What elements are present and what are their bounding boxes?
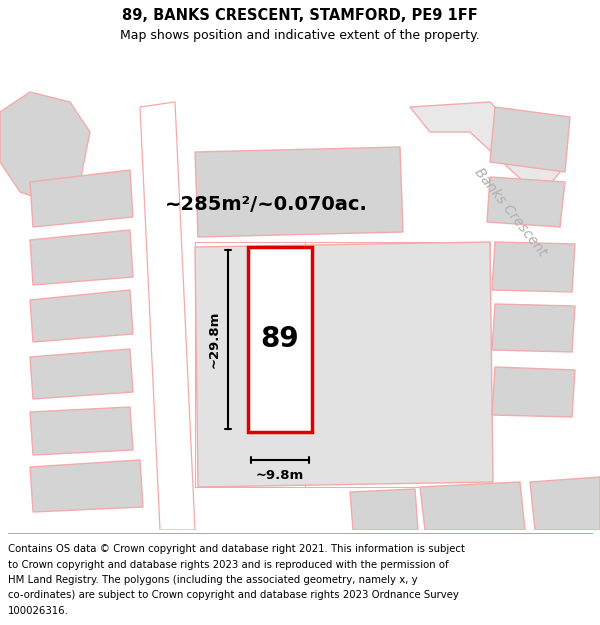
Text: Banks Crescent: Banks Crescent	[471, 165, 549, 259]
Text: to Crown copyright and database rights 2023 and is reproduced with the permissio: to Crown copyright and database rights 2…	[8, 559, 449, 569]
Polygon shape	[30, 349, 133, 399]
Polygon shape	[30, 170, 133, 227]
Polygon shape	[492, 304, 575, 352]
Polygon shape	[420, 482, 525, 530]
Polygon shape	[195, 242, 493, 487]
Polygon shape	[248, 247, 312, 432]
Text: Contains OS data © Crown copyright and database right 2021. This information is : Contains OS data © Crown copyright and d…	[8, 544, 465, 554]
Polygon shape	[487, 177, 565, 227]
Polygon shape	[30, 230, 133, 285]
Text: 89, BANKS CRESCENT, STAMFORD, PE9 1FF: 89, BANKS CRESCENT, STAMFORD, PE9 1FF	[122, 8, 478, 22]
Text: ~29.8m: ~29.8m	[208, 311, 221, 368]
Polygon shape	[350, 489, 418, 530]
Polygon shape	[0, 92, 90, 202]
Polygon shape	[490, 107, 570, 172]
Polygon shape	[30, 290, 133, 342]
Polygon shape	[30, 407, 133, 455]
Text: ~9.8m: ~9.8m	[256, 469, 304, 482]
Text: HM Land Registry. The polygons (including the associated geometry, namely x, y: HM Land Registry. The polygons (includin…	[8, 575, 418, 585]
Text: Map shows position and indicative extent of the property.: Map shows position and indicative extent…	[120, 29, 480, 42]
Polygon shape	[492, 242, 575, 292]
Text: 89: 89	[260, 326, 299, 354]
Polygon shape	[492, 367, 575, 417]
Polygon shape	[195, 147, 403, 237]
Text: co-ordinates) are subject to Crown copyright and database rights 2023 Ordnance S: co-ordinates) are subject to Crown copyr…	[8, 591, 459, 601]
Text: 100026316.: 100026316.	[8, 606, 69, 616]
Polygon shape	[410, 102, 560, 197]
Polygon shape	[30, 460, 143, 512]
Polygon shape	[530, 477, 600, 530]
Text: ~285m²/~0.070ac.: ~285m²/~0.070ac.	[165, 194, 368, 214]
